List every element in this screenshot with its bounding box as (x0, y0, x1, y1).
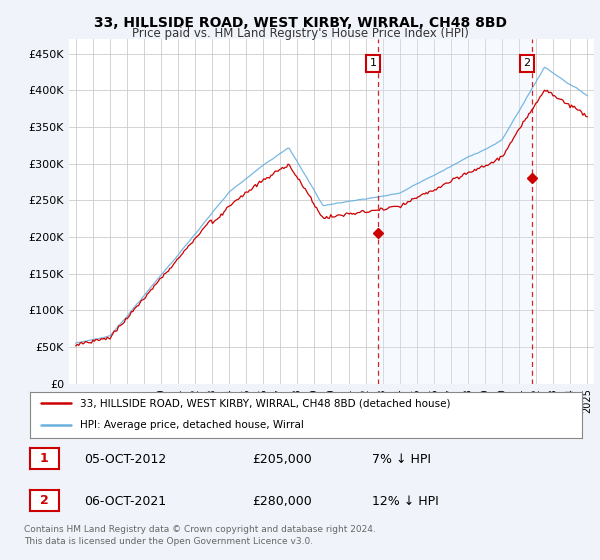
Text: 1: 1 (40, 452, 49, 465)
Text: 7% ↓ HPI: 7% ↓ HPI (372, 452, 431, 466)
Text: £205,000: £205,000 (252, 452, 312, 466)
Text: 06-OCT-2021: 06-OCT-2021 (84, 494, 166, 508)
Text: 2: 2 (523, 58, 530, 68)
Text: Contains HM Land Registry data © Crown copyright and database right 2024.
This d: Contains HM Land Registry data © Crown c… (24, 525, 376, 546)
Text: 2: 2 (40, 494, 49, 507)
Text: HPI: Average price, detached house, Wirral: HPI: Average price, detached house, Wirr… (80, 420, 304, 430)
Text: 33, HILLSIDE ROAD, WEST KIRBY, WIRRAL, CH48 8BD (detached house): 33, HILLSIDE ROAD, WEST KIRBY, WIRRAL, C… (80, 398, 450, 408)
Text: 12% ↓ HPI: 12% ↓ HPI (372, 494, 439, 508)
Text: £280,000: £280,000 (252, 494, 312, 508)
Bar (379, 39, 532, 384)
Text: 1: 1 (370, 58, 377, 68)
Text: 05-OCT-2012: 05-OCT-2012 (84, 452, 166, 466)
Text: 33, HILLSIDE ROAD, WEST KIRBY, WIRRAL, CH48 8BD: 33, HILLSIDE ROAD, WEST KIRBY, WIRRAL, C… (94, 16, 506, 30)
Text: Price paid vs. HM Land Registry's House Price Index (HPI): Price paid vs. HM Land Registry's House … (131, 27, 469, 40)
